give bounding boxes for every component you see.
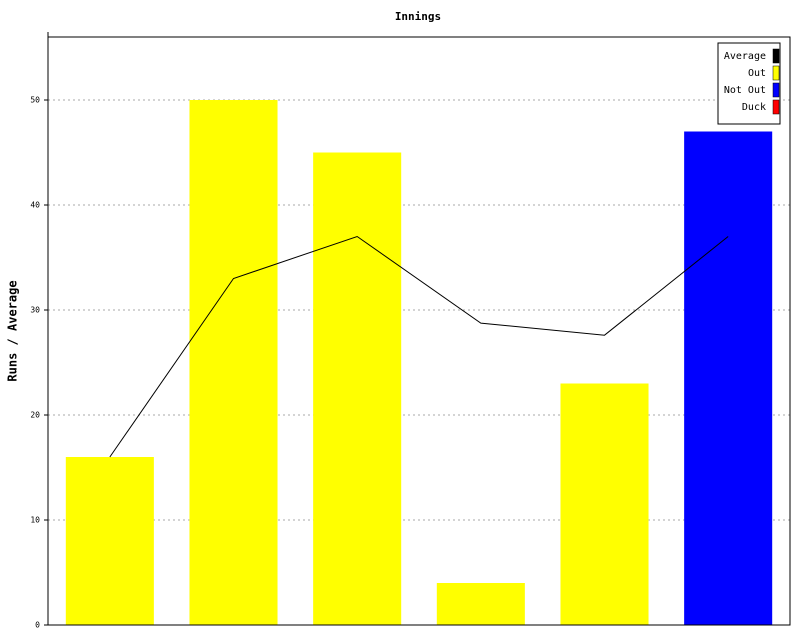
bar bbox=[65, 457, 154, 625]
bar bbox=[560, 383, 649, 625]
y-axis-label: Runs / Average bbox=[6, 280, 20, 381]
legend-label: Out bbox=[748, 68, 766, 79]
legend-swatch bbox=[772, 48, 780, 64]
y-tick-label: 20 bbox=[30, 411, 40, 420]
y-tick-label: 40 bbox=[30, 201, 40, 210]
legend-swatch bbox=[772, 99, 780, 115]
legend-label: Average bbox=[724, 51, 766, 62]
chart-title: Innings bbox=[395, 10, 441, 23]
plot-frame bbox=[47, 36, 791, 626]
y-tick-label: 0 bbox=[35, 621, 40, 630]
legend-box bbox=[717, 42, 781, 125]
bar bbox=[189, 100, 278, 625]
y-tick-label: 30 bbox=[30, 306, 40, 315]
bar bbox=[684, 131, 773, 625]
y-tick-label: 10 bbox=[30, 516, 40, 525]
bar bbox=[436, 583, 525, 625]
legend-label: Duck bbox=[742, 102, 766, 113]
legend-label: Not Out bbox=[724, 85, 766, 96]
average-line bbox=[109, 235, 729, 458]
y-tick-label: 50 bbox=[30, 96, 40, 105]
bar bbox=[313, 152, 402, 625]
legend-swatch bbox=[772, 82, 780, 98]
legend-swatch bbox=[772, 65, 780, 81]
